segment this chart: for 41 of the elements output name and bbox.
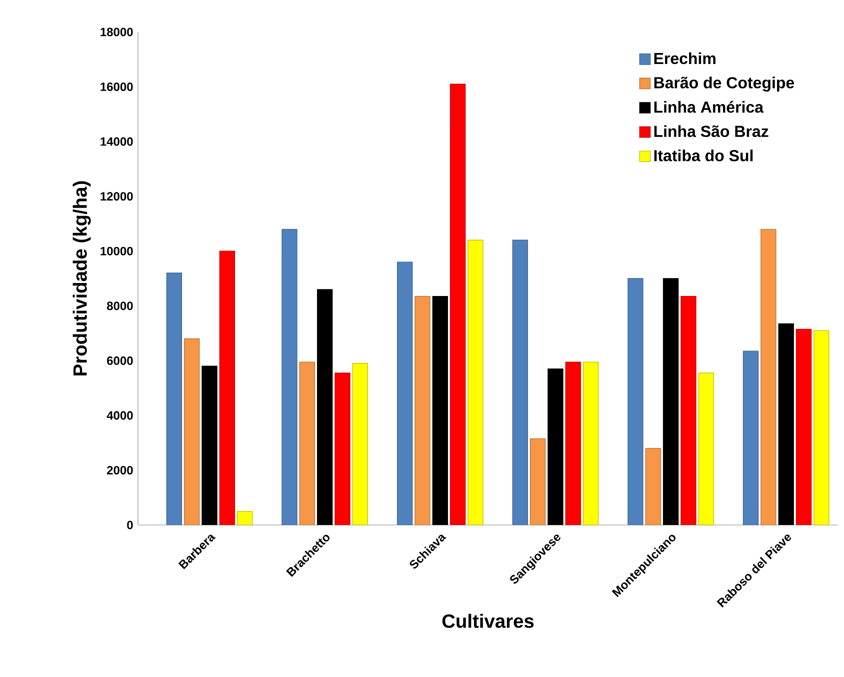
bar bbox=[334, 372, 350, 525]
bar bbox=[414, 296, 430, 525]
y-tick-label: 10000 bbox=[100, 246, 133, 256]
x-axis-title: Cultivares bbox=[442, 614, 534, 628]
bar bbox=[352, 363, 368, 525]
y-tick-label: 8000 bbox=[106, 302, 133, 310]
y-tick-label: 12000 bbox=[100, 192, 133, 201]
bar bbox=[565, 362, 581, 525]
bar bbox=[680, 296, 696, 525]
bar bbox=[814, 330, 830, 525]
bar bbox=[166, 272, 182, 525]
bar bbox=[628, 278, 644, 525]
y-tick-label: 18000 bbox=[100, 28, 133, 36]
bar bbox=[468, 240, 484, 525]
y-tick-label: 2000 bbox=[107, 466, 133, 474]
bar bbox=[450, 84, 466, 525]
y-tick-label: 4000 bbox=[106, 411, 133, 420]
bar bbox=[396, 262, 413, 525]
bar bbox=[219, 250, 236, 525]
bar bbox=[698, 372, 714, 525]
bar bbox=[742, 350, 759, 525]
legend-label: Erechim bbox=[654, 52, 716, 64]
y-tick-label: 6000 bbox=[107, 356, 133, 365]
legend-label: Itatiba do Sul bbox=[654, 150, 753, 162]
bar bbox=[582, 362, 599, 525]
y-tick-label: 14000 bbox=[100, 137, 133, 146]
y-tick-label: 0 bbox=[127, 520, 133, 530]
y-axis-title: Produtividade (kg/ha) bbox=[72, 181, 91, 376]
bar bbox=[299, 362, 315, 525]
bar bbox=[796, 328, 812, 525]
bar bbox=[184, 338, 200, 525]
bar bbox=[530, 438, 546, 525]
legend-label: Linha São Braz bbox=[654, 125, 768, 138]
bar bbox=[237, 510, 253, 525]
bar bbox=[282, 228, 298, 525]
y-tick-label: 16000 bbox=[100, 82, 133, 92]
legend-label: Barão de Cotegipe bbox=[654, 76, 794, 92]
bar bbox=[512, 240, 528, 525]
legend-label: Linha América bbox=[654, 100, 764, 113]
bar bbox=[760, 228, 776, 525]
bar bbox=[645, 448, 661, 525]
